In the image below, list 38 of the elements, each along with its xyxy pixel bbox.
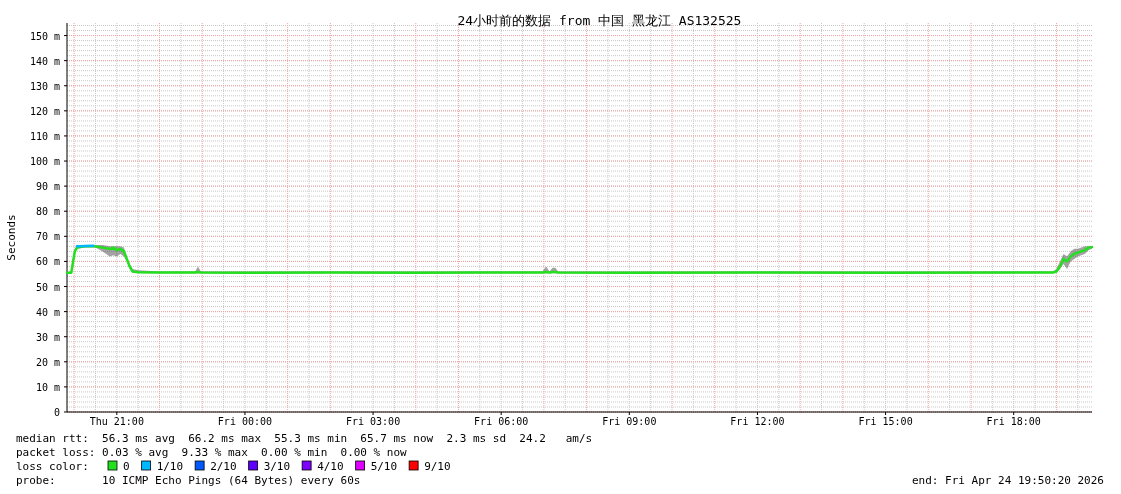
y-tick-label: 130 m — [29, 80, 60, 92]
x-tick-label: Fri 12:00 — [730, 416, 785, 427]
y-tick-label: 80 m — [35, 206, 60, 218]
chart-title: 24小时前的数据 from 中国 黑龙江 AS132525 — [457, 13, 742, 28]
legend-label: 4/10 — [317, 460, 344, 473]
legend-label: 9/10 — [424, 460, 451, 473]
text: probe: 10 ICMP Echo Pings (64 Bytes) every 60s — [16, 474, 361, 487]
y-tick-label: 110 m — [29, 130, 60, 142]
y-tick-label: 10 m — [35, 381, 60, 393]
legend-label: 1/10 — [156, 460, 184, 473]
y-tick-label: 100 m — [29, 156, 60, 168]
text: packet loss: 0.03 % avg 9.33 % max 0.00 % min 0.00 % now — [16, 446, 408, 459]
legend-label: 3/10 — [263, 460, 291, 473]
x-tick-label: Fri 09:00 — [602, 416, 657, 427]
y-tick-label: 150 m — [29, 30, 60, 42]
legend-label: 2/10 — [210, 460, 237, 473]
y-tick-label: 40 m — [35, 306, 60, 318]
y-tick-label: 90 m — [35, 181, 60, 193]
x-tick-label: Fri 18:00 — [986, 416, 1041, 427]
legend-title: loss color: — [16, 460, 89, 473]
y-tick-label: 70 m — [35, 231, 60, 243]
legend-label: 0 — [123, 460, 130, 473]
text: end: Fri Apr 24 19:50:20 2026 — [911, 474, 1104, 487]
legend-label: 5/10 — [370, 460, 398, 473]
y-tick-label: 50 m — [35, 281, 60, 293]
y-tick-label: 20 m — [35, 356, 60, 368]
y-tick-label: 30 m — [35, 331, 60, 343]
y-tick-label: 140 m — [29, 55, 60, 67]
x-tick-label: Thu 21:00 — [89, 416, 144, 427]
x-tick-label: Fri 15:00 — [858, 416, 913, 427]
text: median rtt: 56.3 ms avg 66.2 ms max 55.3 ms min 65.7 ms now 2.3 ms sd 24.2 am/s — [16, 432, 593, 445]
y-axis-title: Seconds — [5, 214, 18, 261]
x-tick-label: Fri 06:00 — [474, 416, 529, 427]
y-tick-label: 60 m — [35, 256, 60, 268]
y-tick-label: 0 — [53, 407, 60, 418]
y-tick-label: 120 m — [29, 105, 60, 117]
x-tick-label: Fri 00:00 — [217, 416, 273, 427]
x-tick-label: Fri 03:00 — [345, 416, 401, 427]
